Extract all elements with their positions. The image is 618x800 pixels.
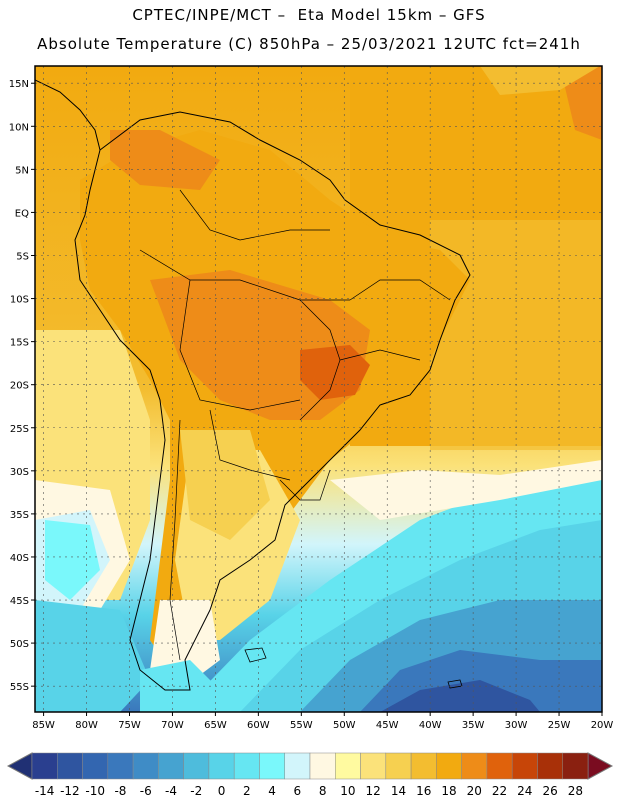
lon-tick-label: 30W: [505, 720, 528, 731]
lon-tick-label: 40W: [419, 720, 442, 731]
colorbar-label: 26: [542, 784, 557, 798]
lat-tick-label: 15N: [9, 79, 29, 90]
lat-tick-label: 5S: [16, 251, 29, 262]
title-line-2: Absolute Temperature (C) 850hPa – 25/03/…: [37, 35, 581, 53]
colorbar-label: 4: [268, 784, 276, 798]
title-line-1: CPTEC/INPE/MCT – Eta Model 15km – GFS: [132, 6, 486, 24]
lat-tick-label: 35S: [10, 510, 29, 521]
lat-tick-label: 5N: [15, 165, 29, 176]
lat-tick-label: 20S: [10, 381, 29, 392]
lat-tick-label: 45S: [10, 596, 29, 607]
colorbar-box: [436, 752, 462, 780]
colorbar-label: 2: [243, 784, 251, 798]
temperature-map: 15N 10N 5N EQ 5S 10S 15S 20S 25S 30S 35S 40S 45S 50S 5…: [9, 65, 613, 731]
lat-tick-label: 30S: [10, 467, 29, 478]
colorbar-label: -8: [114, 784, 126, 798]
colorbar: -14 -12 -10 -8 -6 -4 -2 0 2 4 6 8 10 12 14 16 18 20 22 24 26…: [6, 752, 614, 798]
colorbar-labels: -14 -12 -10 -8 -6 -4 -2 0 2 4 6 8 10 12 14 16 18 20 22 24 26…: [35, 784, 583, 798]
colorbar-box: [132, 752, 159, 780]
colorbar-label: 22: [492, 784, 507, 798]
colorbar-box: [31, 752, 58, 780]
colorbar-box: [461, 752, 488, 780]
lat-tick-label: 55S: [10, 682, 29, 693]
lon-tick-label: 45W: [376, 720, 399, 731]
colorbar-label: 6: [294, 784, 302, 798]
colorbar-label: -4: [165, 784, 177, 798]
colorbar-label: 18: [441, 784, 456, 798]
colorbar-label: 10: [340, 784, 355, 798]
colorbar-label: 0: [218, 784, 226, 798]
lat-tick-label: 10N: [9, 122, 29, 133]
longitude-ticks: 85W 80W 75W 70W 65W 60W 55W 50W 45W 40W 35W 30W 25W 2…: [32, 712, 613, 731]
colorbar-label: 16: [416, 784, 431, 798]
colorbar-label: 8: [319, 784, 327, 798]
colorbar-box: [158, 752, 184, 780]
lon-tick-label: 60W: [247, 720, 270, 731]
lat-tick-label: 10S: [10, 295, 29, 306]
lon-tick-label: 85W: [32, 720, 55, 731]
colorbar-box: [486, 752, 513, 780]
colorbar-box: [309, 752, 336, 780]
lat-tick-label: 50S: [10, 639, 29, 650]
colorbar-box: [562, 752, 589, 780]
lon-tick-label: 55W: [290, 720, 313, 731]
map-frame: [34, 65, 603, 713]
lon-tick-label: 80W: [75, 720, 98, 731]
lon-tick-label: 70W: [161, 720, 184, 731]
colorbar-label: 24: [517, 784, 532, 798]
colorbar-label: -6: [140, 784, 152, 798]
lon-tick-label: 75W: [118, 720, 141, 731]
lat-tick-label: 15S: [10, 338, 29, 349]
colorbar-high-arrow: [587, 752, 614, 780]
colorbar-box: [360, 752, 387, 780]
colorbar-box: [208, 752, 235, 780]
lat-tick-label: EQ: [15, 208, 29, 219]
colorbar-label: 14: [391, 784, 406, 798]
colorbar-box: [82, 752, 109, 780]
colorbar-label: -14: [35, 784, 55, 798]
colorbar-box: [57, 752, 83, 780]
colorbar-box: [233, 752, 260, 780]
lon-tick-label: 20W: [591, 720, 614, 731]
colorbar-box: [511, 752, 538, 780]
colorbar-boxes: [6, 752, 614, 780]
colorbar-box: [385, 752, 412, 780]
colorbar-low-arrow: [6, 752, 33, 780]
colorbar-box: [183, 752, 210, 780]
lon-tick-label: 35W: [462, 720, 485, 731]
colorbar-label: -12: [60, 784, 80, 798]
colorbar-label: 20: [467, 784, 482, 798]
lat-tick-label: 25S: [10, 424, 29, 435]
latitude-ticks: 15N 10N 5N EQ 5S 10S 15S 20S 25S 30S 35S 40S 45S 50S 5…: [9, 79, 35, 693]
colorbar-box: [107, 752, 134, 780]
colorbar-box: [537, 752, 563, 780]
map-field: [35, 66, 602, 712]
graticule: [35, 66, 603, 712]
colorbar-label: 28: [568, 784, 583, 798]
lon-tick-label: 25W: [548, 720, 571, 731]
lon-tick-label: 65W: [204, 720, 227, 731]
colorbar-label: -2: [190, 784, 202, 798]
lat-tick-label: 40S: [10, 553, 29, 564]
colorbar-box: [335, 752, 361, 780]
colorbar-box: [284, 752, 311, 780]
colorbar-label: 12: [366, 784, 381, 798]
lon-tick-label: 50W: [333, 720, 356, 731]
colorbar-box: [410, 752, 437, 780]
colorbar-label: -10: [85, 784, 105, 798]
colorbar-box: [259, 752, 285, 780]
